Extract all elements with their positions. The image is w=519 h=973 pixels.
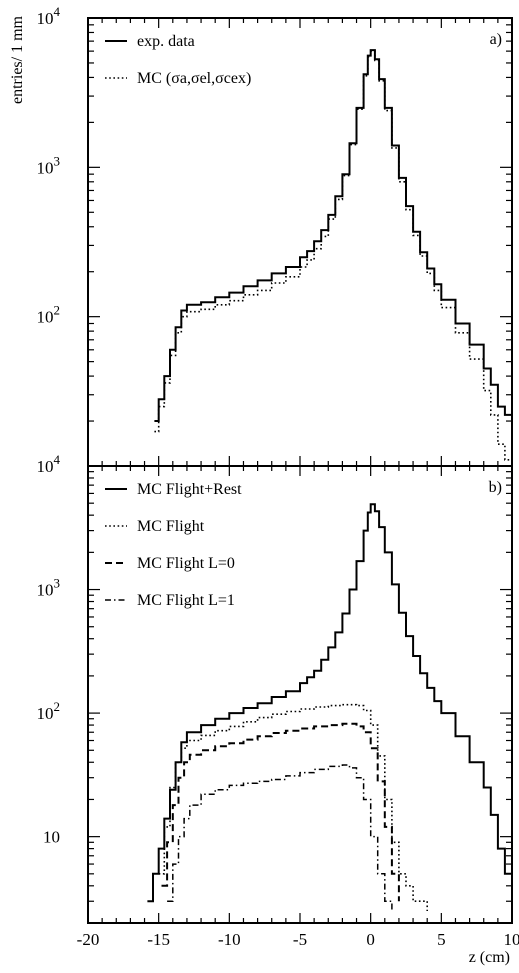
y-tick-label: 104	[37, 452, 61, 476]
y-tick-exponent: 3	[54, 153, 61, 168]
y-tick-exponent: 2	[54, 699, 61, 714]
x-tick-label: 10	[504, 930, 519, 949]
panel-label: a)	[490, 31, 502, 48]
x-axis-label: z (cm)	[469, 949, 510, 966]
y-tick-exponent: 2	[54, 303, 61, 318]
series-line-0	[147, 503, 512, 903]
legend-label-1: MC (σa,σel,σcex)	[137, 70, 251, 87]
y-tick-base: 10	[43, 828, 60, 847]
series-line-3	[167, 764, 393, 911]
y-tick-exponent: 4	[54, 452, 61, 467]
x-tick-label: 0	[366, 930, 375, 949]
x-tick-label: -20	[77, 930, 100, 949]
y-tick-label: 103	[37, 153, 61, 177]
legend-label-3: MC Flight L=1	[137, 592, 235, 609]
y-tick-base: 10	[37, 158, 54, 177]
series-line-2	[161, 722, 400, 902]
legend-label-2: MC Flight L=0	[137, 555, 235, 572]
x-tick-label: -15	[147, 930, 170, 949]
x-tick-label: -5	[293, 930, 307, 949]
y-tick-label: 104	[37, 4, 61, 28]
panel-label: b)	[489, 479, 502, 496]
y-tick-base: 10	[37, 581, 54, 600]
y-axis-label: entries/ 1 mm	[9, 15, 26, 104]
y-tick-label: 102	[37, 699, 61, 723]
series-line-0	[154, 49, 512, 428]
y-tick-label: 10	[43, 828, 60, 847]
y-tick-base: 10	[37, 457, 54, 476]
legend-label-0: exp. data	[137, 33, 195, 50]
y-tick-exponent: 4	[54, 4, 61, 19]
y-tick-label: 103	[37, 576, 61, 600]
y-tick-exponent: 3	[54, 576, 61, 591]
y-tick-base: 10	[37, 704, 54, 723]
x-tick-label: 5	[437, 930, 446, 949]
legend-label-1: MC Flight	[137, 518, 205, 535]
series-line-1	[154, 50, 512, 466]
legend-label-0: MC Flight+Rest	[137, 481, 242, 498]
series-line-1	[158, 703, 428, 911]
y-tick-base: 10	[37, 9, 54, 28]
x-tick-label: -10	[218, 930, 241, 949]
y-tick-base: 10	[37, 308, 54, 327]
y-tick-label: 102	[37, 303, 61, 327]
